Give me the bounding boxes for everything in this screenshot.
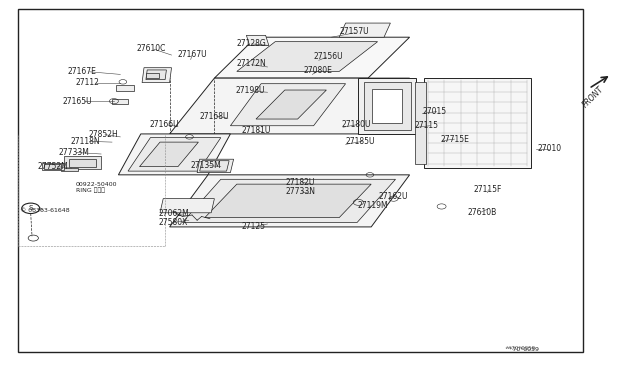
- Polygon shape: [205, 184, 371, 218]
- Text: ^*70*0059: ^*70*0059: [504, 346, 536, 352]
- Text: S: S: [29, 205, 33, 211]
- Polygon shape: [415, 82, 426, 164]
- Polygon shape: [256, 90, 326, 119]
- Polygon shape: [61, 168, 78, 171]
- Polygon shape: [118, 134, 230, 175]
- Text: 27182U: 27182U: [285, 178, 315, 187]
- Polygon shape: [197, 159, 234, 173]
- Text: 27172N: 27172N: [237, 60, 266, 68]
- Polygon shape: [128, 138, 221, 171]
- Text: 27118N: 27118N: [70, 137, 100, 146]
- Polygon shape: [230, 84, 346, 126]
- Polygon shape: [246, 35, 269, 45]
- Text: 27752M: 27752M: [37, 162, 68, 171]
- Polygon shape: [214, 37, 410, 78]
- Polygon shape: [69, 159, 96, 167]
- Text: 27062M: 27062M: [159, 209, 189, 218]
- Polygon shape: [364, 82, 411, 130]
- Text: 27180U: 27180U: [342, 120, 371, 129]
- Text: 27198U: 27198U: [236, 86, 265, 95]
- Polygon shape: [116, 85, 134, 91]
- Text: 27015: 27015: [422, 107, 447, 116]
- Polygon shape: [339, 23, 390, 37]
- Text: 27125: 27125: [242, 222, 266, 231]
- Text: 27610C: 27610C: [136, 44, 166, 53]
- Text: 27165U: 27165U: [63, 97, 92, 106]
- Polygon shape: [42, 163, 64, 170]
- Text: 27167U: 27167U: [178, 50, 207, 59]
- Text: 27162U: 27162U: [379, 192, 408, 201]
- Text: 27715E: 27715E: [440, 135, 469, 144]
- Polygon shape: [112, 99, 128, 104]
- Polygon shape: [358, 78, 416, 134]
- Text: 27580X: 27580X: [159, 218, 188, 227]
- Text: 27115F: 27115F: [474, 185, 502, 194]
- Polygon shape: [140, 142, 198, 167]
- Text: 00922-50400: 00922-50400: [76, 182, 117, 187]
- Text: ^*70*0059: ^*70*0059: [504, 347, 540, 352]
- Text: 27010: 27010: [538, 144, 562, 153]
- Text: 27135M: 27135M: [191, 161, 221, 170]
- Text: 27168U: 27168U: [200, 112, 229, 121]
- Text: 27167E: 27167E: [67, 67, 96, 76]
- Text: 27185U: 27185U: [346, 137, 375, 146]
- Polygon shape: [44, 164, 61, 169]
- Text: 27166U: 27166U: [150, 120, 179, 129]
- Polygon shape: [64, 156, 101, 169]
- Polygon shape: [200, 161, 229, 171]
- Polygon shape: [182, 179, 396, 222]
- Text: 27112: 27112: [76, 78, 99, 87]
- Text: RING リング: RING リング: [76, 187, 104, 193]
- Polygon shape: [142, 68, 172, 83]
- Polygon shape: [424, 78, 531, 168]
- Text: © 08363-61648: © 08363-61648: [20, 208, 70, 213]
- Text: 27610B: 27610B: [467, 208, 497, 217]
- Text: 27852H: 27852H: [88, 130, 118, 139]
- Text: 27128G: 27128G: [237, 39, 266, 48]
- Polygon shape: [146, 70, 166, 80]
- Text: 27181U: 27181U: [242, 126, 271, 135]
- Text: 27157U: 27157U: [339, 27, 369, 36]
- Text: 27733M: 27733M: [59, 148, 90, 157]
- Text: 27119M: 27119M: [357, 201, 388, 210]
- Polygon shape: [372, 89, 402, 123]
- Polygon shape: [170, 175, 410, 227]
- Text: 27733N: 27733N: [285, 187, 316, 196]
- Polygon shape: [237, 42, 378, 71]
- Text: 27080E: 27080E: [304, 66, 333, 75]
- Text: 27156U: 27156U: [314, 52, 343, 61]
- Polygon shape: [146, 73, 159, 78]
- Text: 27115: 27115: [415, 121, 439, 130]
- Bar: [18, 9, 583, 352]
- Text: FRONT: FRONT: [581, 85, 606, 110]
- Polygon shape: [160, 199, 214, 213]
- Polygon shape: [170, 78, 410, 134]
